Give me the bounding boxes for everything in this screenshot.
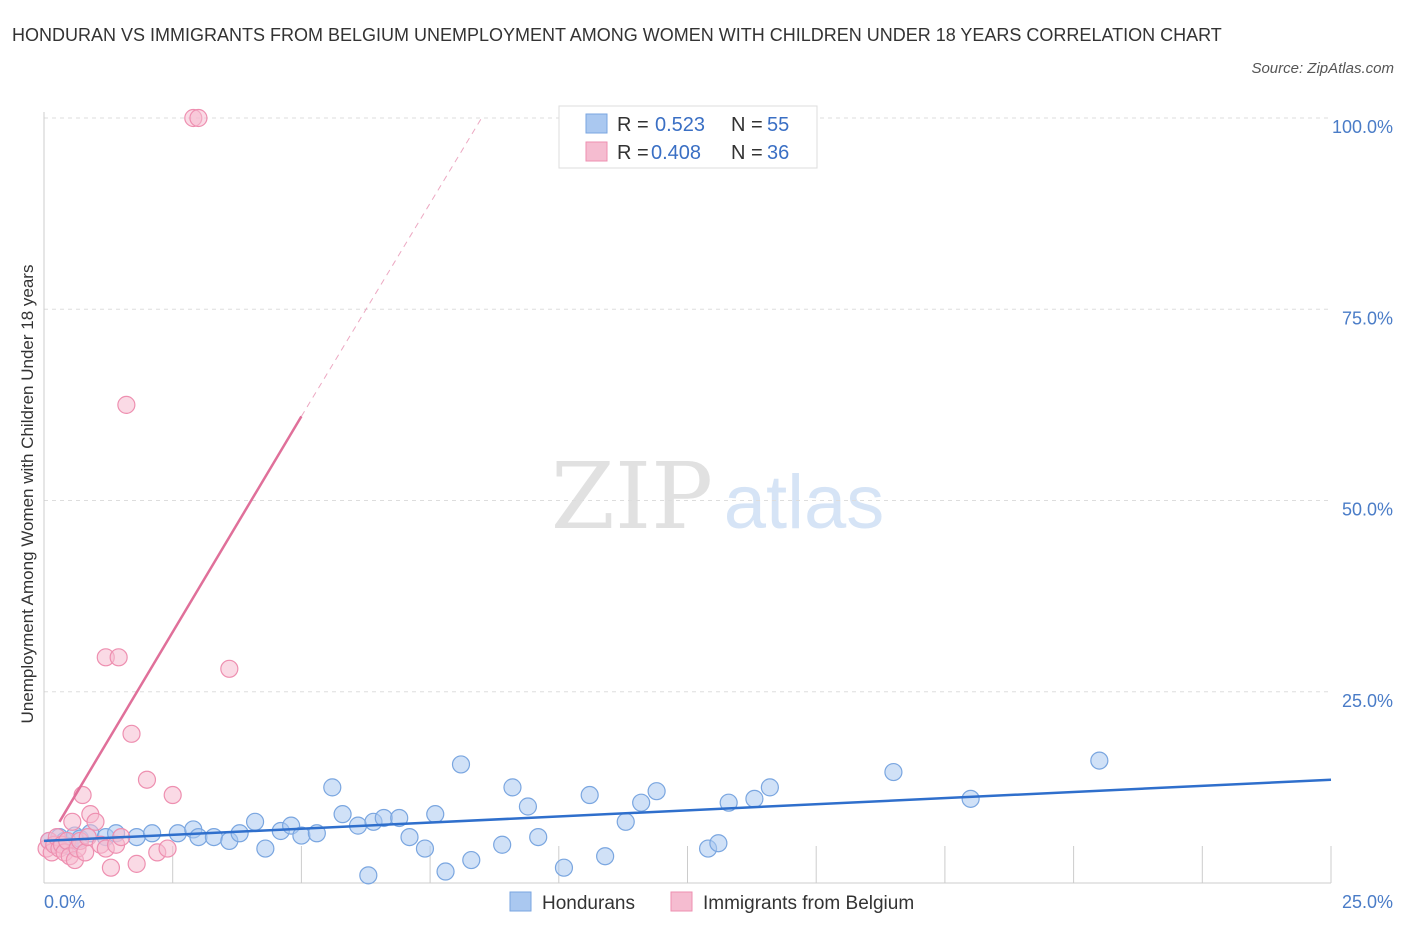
chart-title: HONDURAN VS IMMIGRANTS FROM BELGIUM UNEM… [12,25,1222,45]
belgium-point-24 [117,395,136,414]
stats-legend: R = 0.523 N = 55 R = 0.408 N = 36 [558,105,818,169]
honduran-point-33 [426,805,445,824]
y-tick-label-50: 50.0% [1342,500,1393,520]
legend-n-value-belgium: 36 [767,142,789,164]
watermark-zip: ZIP [551,443,713,550]
belgium-point-21 [101,858,121,877]
honduran-point-17 [230,824,249,843]
y-tick-label-75: 75.0% [1342,308,1393,328]
belgium-point-32 [158,839,177,858]
y-tick-labels: 25.0% 50.0% 75.0% 100.0% [1332,117,1393,711]
honduran-point-53 [961,789,980,808]
legend-n-value-hondurans: 55 [767,114,789,136]
honduran-point-36 [462,850,481,870]
belgium-point-27 [137,770,157,789]
grid-lines [44,117,1331,693]
x-tick-labels: 0.0% 25.0% [44,892,1393,912]
legend-swatch-belgium [585,141,608,162]
honduran-point-14 [189,827,208,847]
honduran-point-42 [580,785,599,805]
bottom-legend-swatch-belgium [670,891,693,912]
belgium-point-25 [122,724,141,743]
legend-swatch-hondurans [585,113,608,134]
belgium-trend-line [58,415,303,823]
honduran-point-18 [245,812,265,831]
honduran-point-51 [760,778,779,797]
belgium-point-10 [63,812,82,831]
legend-n-label-hondurans: N = [731,114,763,136]
watermark-atlas: atlas [724,460,885,545]
honduran-point-54 [1090,751,1109,770]
y-axis-label: Unemployment Among Women with Children U… [18,265,37,724]
honduran-point-41 [554,858,574,877]
honduran-point-24 [323,778,342,797]
hondurans-trend-line [43,778,1332,843]
belgium-point-34 [109,648,128,667]
honduran-point-35 [451,755,471,774]
honduran-point-46 [647,782,666,801]
honduran-point-19 [256,839,275,858]
trend-lines [43,117,1332,843]
belgium-point-26 [127,854,146,873]
bottom-legend-label-hondurans: Hondurans [542,893,635,914]
legend-n-label-belgium: N = [731,142,763,164]
belgium-point-18 [86,812,105,831]
y-tick-label-100: 100.0% [1332,117,1393,137]
belgium-point-29 [163,785,182,805]
legend-r-label-belgium: R = [617,142,649,164]
hondurans-points [40,751,1109,885]
honduran-point-37 [493,835,512,854]
belgium-point-15 [76,843,95,862]
y-tick-label-25: 25.0% [1342,691,1393,711]
honduran-point-32 [415,839,435,858]
honduran-point-31 [400,827,419,847]
legend-r-value-belgium: 0.408 [651,142,701,164]
legend-r-label-hondurans: R = [617,114,649,136]
x-tick-label-max: 25.0% [1342,892,1393,912]
honduran-point-44 [616,812,635,831]
honduran-point-39 [518,797,538,816]
honduran-point-15 [204,827,223,847]
honduran-point-48 [709,834,728,853]
belgium-point-35 [220,659,239,678]
legend-r-value-hondurans: 0.523 [655,114,705,136]
honduran-point-11 [143,824,162,843]
honduran-point-50 [745,789,764,808]
honduran-point-27 [359,866,378,885]
bottom-legend-swatch-hondurans [509,891,532,912]
series-legend: Hondurans Immigrants from Belgium [509,891,914,914]
honduran-point-34 [436,862,455,881]
honduran-point-30 [390,808,409,828]
honduran-point-43 [596,847,615,866]
bottom-legend-label-belgium: Immigrants from Belgium [703,893,914,914]
belgium-point-31 [189,108,208,128]
x-tick-label-min: 0.0% [44,892,85,912]
belgium-points [37,108,239,877]
chart-source: Source: ZipAtlas.com [1251,60,1394,77]
honduran-point-45 [632,793,651,812]
belgium-trend-extension [300,117,483,417]
honduran-point-25 [333,805,352,824]
honduran-point-38 [503,778,522,797]
x-tick-marks [43,846,1332,883]
honduran-point-52 [884,762,903,782]
honduran-point-40 [529,827,548,847]
